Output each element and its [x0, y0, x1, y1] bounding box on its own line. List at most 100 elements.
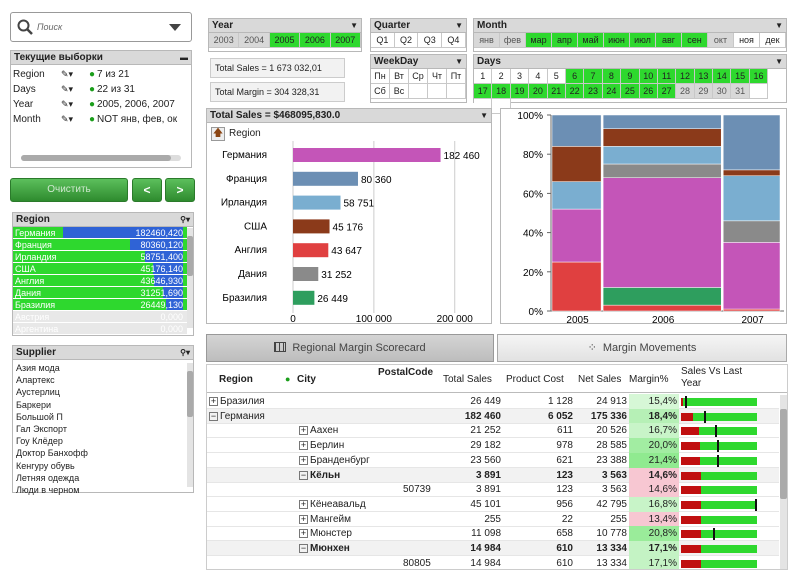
days-cell[interactable]: 10	[639, 69, 658, 84]
weekday-cell[interactable]: Чт	[428, 69, 447, 84]
bar[interactable]	[293, 171, 358, 186]
stack-segment[interactable]	[722, 308, 781, 312]
region-list-item[interactable]: Австрия 0,000	[13, 311, 187, 323]
header-postal[interactable]: PostalCode	[378, 367, 434, 378]
bar[interactable]	[293, 290, 315, 305]
supplier-list-item[interactable]: Большой П	[16, 411, 63, 422]
stack-segment[interactable]	[722, 175, 781, 222]
region-list-item[interactable]: Англия 43646,930	[13, 275, 187, 287]
days-cell[interactable]: 21	[547, 84, 566, 99]
expand-toggle-icon[interactable]: −	[299, 469, 308, 480]
dropdown-icon[interactable]: ▼	[455, 57, 463, 66]
weekday-cell[interactable]: Ср	[409, 69, 428, 84]
vertical-scrollbar[interactable]	[187, 228, 193, 328]
month-cell[interactable]: июн	[604, 33, 630, 48]
search-input[interactable]: Поиск	[37, 22, 63, 32]
month-cell[interactable]: фев	[500, 33, 526, 48]
days-cell[interactable]: 20	[529, 84, 548, 99]
supplier-list-item[interactable]: Доктор Банхофф	[16, 448, 88, 459]
tab-margin-movements[interactable]: ⁘ Margin Movements	[497, 334, 787, 362]
minimize-icon[interactable]: ▬	[180, 53, 188, 62]
days-cell[interactable]: 26	[639, 84, 658, 99]
days-cell[interactable]: 14	[713, 69, 732, 84]
expand-toggle-icon[interactable]: +	[299, 440, 308, 451]
table-row[interactable]: + Мангейм 255 22 255 13,4%	[207, 511, 779, 527]
days-cell[interactable]: 29	[694, 84, 714, 99]
table-row[interactable]: + Аахен 21 252 611 20 526 16,7%	[207, 423, 779, 439]
days-cell[interactable]: 8	[602, 69, 622, 84]
search-icon[interactable]: ⚲▾	[180, 348, 190, 357]
clear-button[interactable]: Очистить	[10, 178, 128, 202]
table-row[interactable]: 80805 14 984 610 13 334 17,1%	[207, 555, 779, 569]
region-list-item[interactable]: Аргентина 0,000	[13, 323, 187, 335]
region-list-item[interactable]: Дания 31251,690	[13, 287, 187, 299]
year-cell[interactable]: 2007	[330, 33, 361, 48]
stack-segment[interactable]	[602, 128, 722, 147]
header-product-cost[interactable]: Product Cost	[506, 374, 564, 385]
stack-segment[interactable]	[602, 177, 722, 288]
table-row[interactable]: + Кёнеавальд 45 101 956 42 795 16,8%	[207, 496, 779, 512]
header-total-sales[interactable]: Total Sales	[443, 374, 492, 385]
horizontal-scrollbar[interactable]	[21, 155, 181, 161]
table-row[interactable]: 50739 3 891 123 3 563 14,6%	[207, 482, 779, 498]
supplier-list-item[interactable]: Алартекс	[16, 375, 55, 386]
expand-toggle-icon[interactable]: +	[299, 528, 308, 539]
vertical-scrollbar[interactable]	[780, 395, 787, 569]
weekday-cell[interactable]: Вс	[390, 84, 409, 99]
search-box[interactable]: Поиск	[10, 12, 192, 42]
days-cell[interactable]: 25	[621, 84, 640, 99]
month-cell[interactable]: май	[578, 33, 604, 48]
stack-segment[interactable]	[722, 114, 781, 171]
chevron-down-icon[interactable]	[169, 24, 181, 32]
days-cell[interactable]: 11	[657, 69, 677, 84]
header-net-sales[interactable]: Net Sales	[578, 374, 622, 385]
expand-toggle-icon[interactable]: +	[299, 425, 308, 436]
days-cell[interactable]: 28	[676, 84, 695, 99]
month-cell[interactable]: янв	[474, 33, 500, 48]
month-cell[interactable]: дек	[760, 33, 786, 48]
days-cell[interactable]: 18	[492, 84, 511, 99]
weekday-cell[interactable]: Пн	[371, 69, 390, 84]
dropdown-icon[interactable]: ▼	[775, 21, 783, 30]
stack-segment[interactable]	[602, 304, 722, 312]
region-list-item[interactable]: США 45176,140	[13, 263, 187, 275]
bar[interactable]	[293, 219, 330, 234]
quarter-cell[interactable]: Q4	[442, 33, 466, 48]
dropdown-icon[interactable]: ▼	[455, 21, 463, 30]
month-cell[interactable]: апр	[552, 33, 578, 48]
table-row[interactable]: − Кёльн 3 891 123 3 563 14,6%	[207, 467, 779, 483]
bar[interactable]	[293, 195, 341, 210]
table-row[interactable]: − Мюнхен 14 984 610 13 334 17,1%	[207, 541, 779, 556]
weekday-cell[interactable]: Вт	[390, 69, 409, 84]
region-list-item[interactable]: Бразилия 26449,130	[13, 299, 187, 311]
days-cell[interactable]: 5	[547, 69, 566, 84]
supplier-list-item[interactable]: Гал Экспорт	[16, 423, 67, 434]
expand-toggle-icon[interactable]: +	[299, 454, 308, 465]
supplier-list-item[interactable]: Азия мода	[16, 363, 60, 373]
header-margin[interactable]: Margin%	[629, 374, 669, 385]
days-cell[interactable]: 1	[474, 69, 493, 84]
stack-segment[interactable]	[551, 181, 602, 210]
days-cell[interactable]: 6	[565, 69, 585, 84]
days-cell[interactable]	[749, 84, 769, 99]
days-cell[interactable]: 12	[676, 69, 695, 84]
table-row[interactable]: + Мюнстер 11 098 658 10 778 20,8%	[207, 526, 779, 542]
year-cell[interactable]: 2003	[209, 33, 240, 48]
edit-clear-icon[interactable]: ✎▾	[61, 84, 74, 94]
header-sales-vs-last-year[interactable]: Sales Vs Last Year	[681, 366, 743, 389]
expand-toggle-icon[interactable]: −	[209, 410, 218, 421]
region-list-item[interactable]: Ирландия 58751,400	[13, 251, 187, 263]
header-city[interactable]: City	[297, 374, 316, 385]
back-button[interactable]: <	[132, 178, 162, 202]
days-cell[interactable]: 19	[510, 84, 530, 99]
edit-clear-icon[interactable]: ✎▾	[61, 114, 74, 124]
days-cell[interactable]: 23	[584, 84, 603, 99]
stack-segment[interactable]	[551, 261, 602, 312]
days-cell[interactable]: 9	[621, 69, 640, 84]
days-cell[interactable]: 17	[474, 84, 493, 99]
bar[interactable]	[293, 148, 441, 162]
table-row[interactable]: − Германия 182 460 6 052 175 336 18,4%	[207, 408, 779, 424]
bar[interactable]	[293, 267, 319, 281]
edit-clear-icon[interactable]: ✎▾	[61, 99, 74, 109]
days-cell[interactable]: 13	[694, 69, 714, 84]
